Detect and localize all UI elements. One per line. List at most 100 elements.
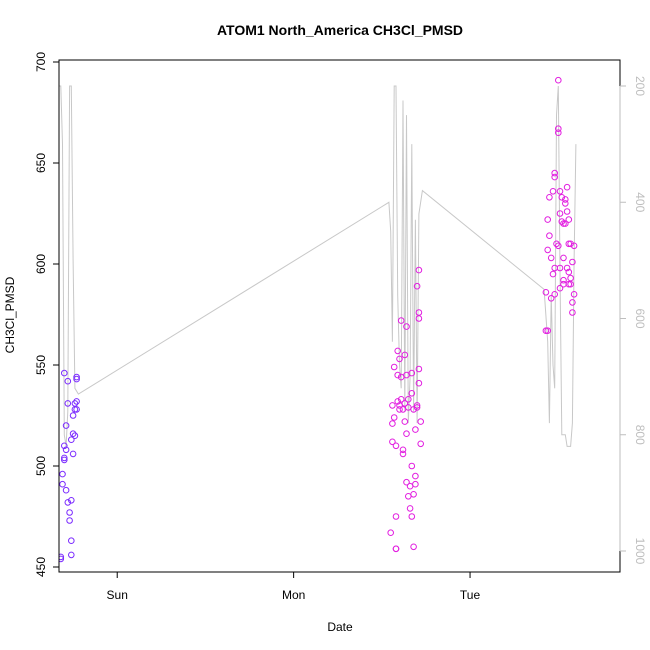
- data-point: [415, 266, 423, 274]
- data-point: [403, 430, 410, 438]
- data-point: [394, 398, 402, 405]
- data-point: [408, 369, 416, 377]
- data-point: [392, 513, 400, 520]
- data-point: [415, 315, 423, 322]
- data-point: [396, 355, 403, 363]
- x-tick-label: Sun: [107, 588, 128, 602]
- data-point: [61, 456, 68, 464]
- y-tick-label: 550: [34, 355, 48, 375]
- data-point: [394, 371, 402, 379]
- data-point: [549, 188, 557, 195]
- data-point: [399, 446, 407, 454]
- data-point: [59, 470, 66, 478]
- data-point: [563, 264, 571, 272]
- data-point: [68, 537, 75, 545]
- chart-title: ATOM1 North_America CH3Cl_PMSD: [217, 22, 463, 38]
- data-point: [59, 555, 65, 563]
- data-point: [412, 480, 419, 488]
- data-point: [408, 462, 416, 470]
- data-point: [544, 246, 552, 254]
- data-point: [556, 284, 564, 292]
- data-point: [405, 396, 412, 403]
- data-point: [61, 454, 68, 462]
- right-tick-label: 600: [633, 308, 647, 328]
- data-point: [390, 363, 398, 371]
- data-point: [387, 529, 395, 537]
- data-point: [403, 478, 410, 486]
- data-point: [59, 480, 66, 488]
- data-point: [410, 491, 417, 498]
- data-point: [73, 406, 80, 413]
- right-axis-series-line: [59, 85, 577, 447]
- data-point: [553, 240, 560, 248]
- data-point: [61, 442, 68, 450]
- series-line-path: [59, 85, 577, 447]
- data-point: [569, 258, 576, 266]
- data-point: [69, 430, 77, 438]
- data-point: [396, 406, 403, 413]
- x-tick-label: Tue: [460, 588, 481, 602]
- data-point: [417, 418, 425, 425]
- data-point: [408, 390, 416, 397]
- data-point: [71, 400, 79, 407]
- data-point: [569, 299, 576, 306]
- data-point: [544, 216, 552, 223]
- data-point: [415, 365, 423, 373]
- data-point: [567, 280, 574, 288]
- right-tick-label: 200: [633, 76, 647, 96]
- data-point: [73, 375, 80, 383]
- data-point: [413, 404, 421, 411]
- data-point: [73, 373, 80, 381]
- data-point: [62, 486, 70, 494]
- data-point: [412, 472, 419, 480]
- data-point: [408, 513, 416, 520]
- data-point: [394, 347, 402, 355]
- data-point: [547, 295, 555, 302]
- data-point: [64, 400, 72, 407]
- data-point: [390, 414, 398, 421]
- data-point: [410, 543, 417, 551]
- data-point: [551, 173, 559, 181]
- data-point: [392, 545, 400, 553]
- data-point: [556, 264, 564, 272]
- data-point: [62, 422, 70, 429]
- data-point: [73, 398, 80, 405]
- right-tick-label: 400: [633, 192, 647, 212]
- data-point: [410, 406, 417, 413]
- y-tick-label: 600: [34, 254, 48, 274]
- right-tick-label: 1000: [633, 538, 647, 565]
- data-point: [413, 282, 421, 290]
- data-point: [401, 351, 409, 359]
- data-point: [565, 216, 573, 223]
- data-point: [560, 254, 567, 262]
- data-point: [551, 169, 559, 177]
- y-tick-label: 450: [34, 557, 48, 577]
- data-point: [401, 400, 409, 407]
- data-point: [567, 274, 574, 282]
- data-point: [61, 369, 68, 377]
- data-point: [389, 420, 396, 427]
- data-point: [569, 309, 576, 316]
- data-point: [412, 426, 419, 433]
- data-point: [68, 436, 75, 444]
- data-point: [69, 450, 77, 458]
- data-point: [68, 497, 75, 504]
- data-point: [555, 129, 562, 136]
- data-point: [59, 553, 65, 561]
- data-point: [389, 402, 396, 409]
- data-point: [558, 218, 566, 225]
- data-point: [565, 268, 573, 276]
- data-point: [64, 377, 72, 385]
- data-point: [570, 291, 578, 298]
- data-point: [401, 418, 409, 425]
- y-tick-label: 700: [34, 52, 48, 72]
- data-point: [563, 208, 571, 215]
- data-point: [555, 125, 562, 132]
- data-point: [565, 280, 573, 288]
- data-point: [392, 442, 400, 450]
- data-point: [403, 323, 410, 330]
- data-point: [546, 232, 553, 239]
- data-point: [399, 450, 407, 458]
- data-point: [555, 242, 562, 250]
